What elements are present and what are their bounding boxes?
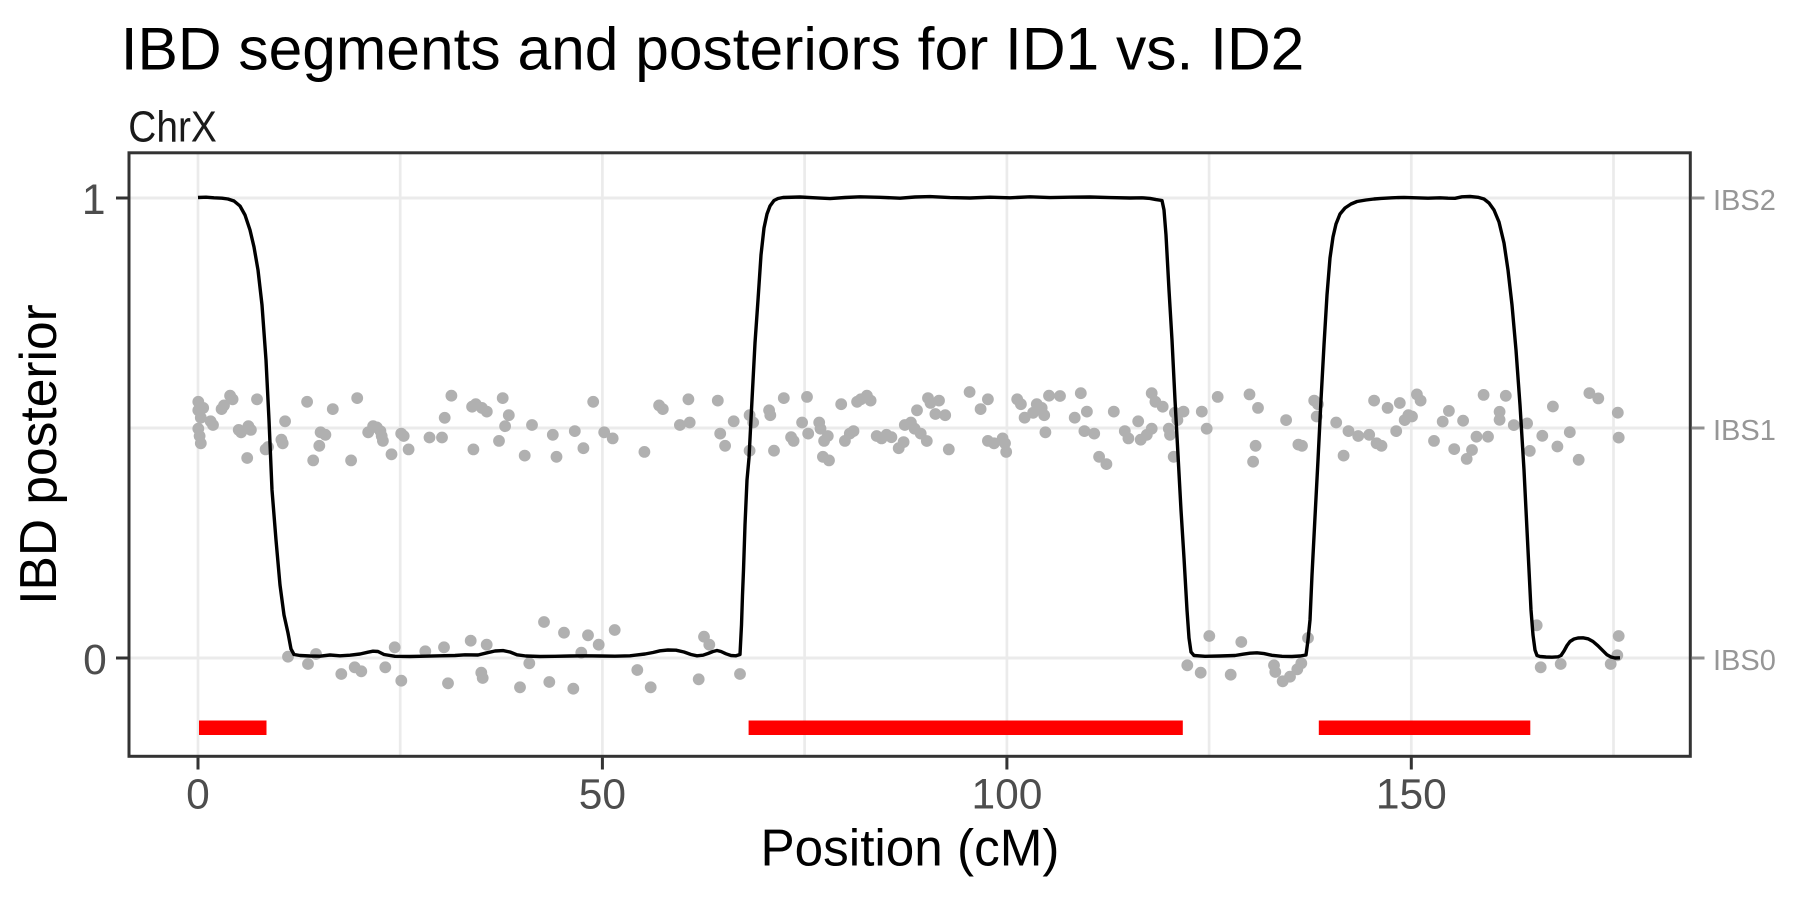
svg-text:150: 150 bbox=[1376, 772, 1447, 819]
svg-text:0: 0 bbox=[83, 637, 107, 684]
svg-text:IBD posterior: IBD posterior bbox=[9, 304, 67, 605]
svg-text:IBS0: IBS0 bbox=[1713, 645, 1776, 677]
svg-text:0: 0 bbox=[186, 772, 210, 819]
svg-text:IBS1: IBS1 bbox=[1713, 415, 1776, 447]
svg-text:1: 1 bbox=[82, 177, 106, 224]
svg-text:ChrX: ChrX bbox=[128, 102, 217, 151]
svg-text:IBS2: IBS2 bbox=[1713, 185, 1776, 217]
svg-text:IBD segments and posteriors fo: IBD segments and posteriors for ID1 vs. … bbox=[121, 15, 1305, 83]
svg-text:Position (cM): Position (cM) bbox=[761, 819, 1060, 877]
svg-text:100: 100 bbox=[971, 772, 1042, 819]
svg-text:50: 50 bbox=[579, 772, 626, 819]
